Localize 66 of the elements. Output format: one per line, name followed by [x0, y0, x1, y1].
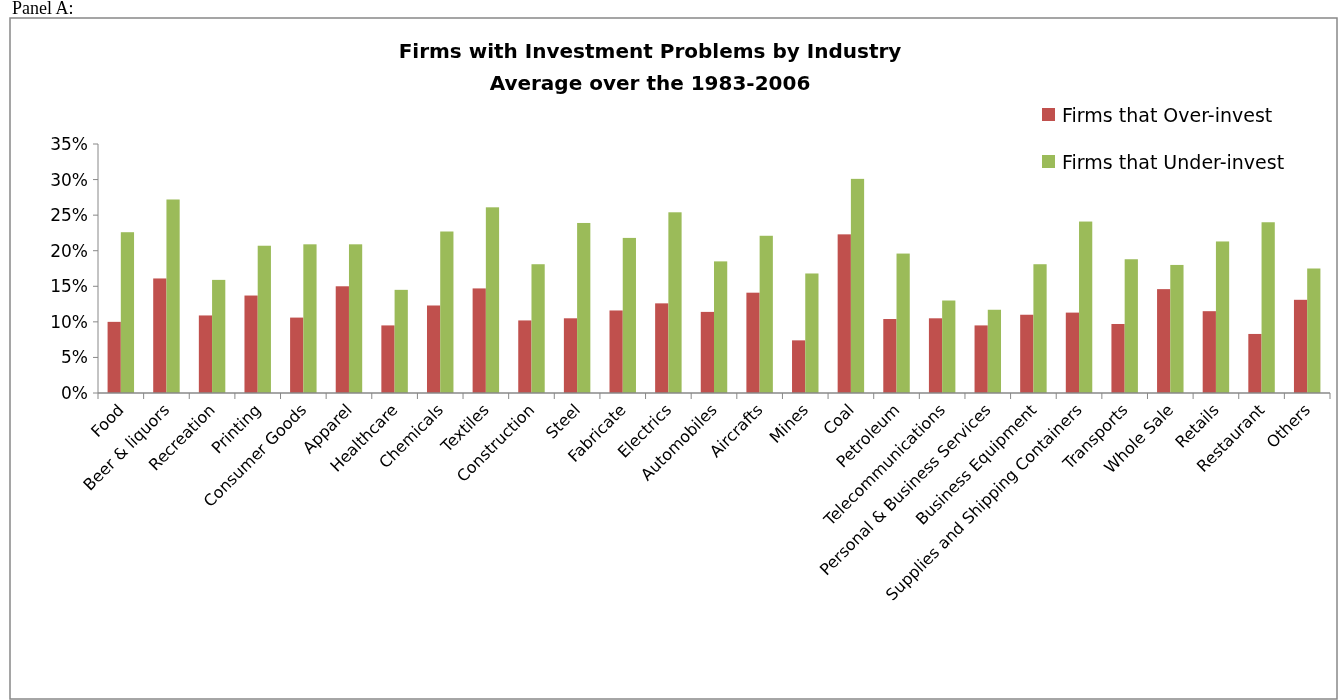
bar: [563, 318, 578, 393]
bar: [746, 292, 760, 393]
bar: [381, 325, 395, 393]
bar: [987, 309, 1002, 393]
bar: [1307, 268, 1321, 393]
bar: [609, 310, 623, 393]
bar: [928, 318, 943, 393]
bar: [714, 261, 728, 393]
bar: [1079, 221, 1093, 393]
legend-label: Firms that Under-invest: [1062, 150, 1285, 173]
y-tick-label: 20%: [50, 240, 88, 261]
bar: [1065, 312, 1080, 393]
chart-title: Firms with Investment Problems by Industry Average over the 1983-2006: [398, 39, 902, 95]
bar: [472, 288, 486, 393]
bar: [1157, 289, 1171, 393]
bar: [1033, 264, 1047, 393]
bar: [335, 286, 349, 393]
text: Panel A:: [12, 0, 74, 18]
y-tick-label: 10%: [50, 311, 88, 332]
bar: [394, 289, 408, 393]
bar: [1215, 241, 1230, 393]
bar: [1020, 314, 1034, 393]
bar: [655, 303, 669, 393]
bar: [622, 237, 636, 393]
bar: [426, 305, 441, 393]
bar: [348, 244, 363, 393]
bar: [805, 273, 819, 393]
bar: [518, 320, 532, 393]
bar: [485, 207, 500, 393]
y-tick-label: 25%: [50, 205, 88, 226]
bar: [290, 317, 304, 393]
bar: [1248, 333, 1262, 393]
bar: [700, 311, 714, 393]
bar: [668, 212, 682, 393]
bar: [531, 264, 545, 393]
y-tick-label: 35%: [50, 133, 88, 154]
bar: [974, 325, 988, 393]
bar: [850, 178, 865, 393]
bar: [303, 244, 317, 393]
bar: [792, 340, 806, 393]
bar: [883, 319, 897, 393]
bar: [1170, 264, 1184, 393]
bar: [153, 278, 167, 393]
y-tick-label: 5%: [61, 347, 88, 368]
bar: [1111, 323, 1125, 393]
y-tick-label: 0%: [61, 382, 88, 403]
y-tick-label: 30%: [50, 169, 88, 190]
bar: [942, 300, 956, 393]
bar: [577, 222, 591, 393]
bar: [837, 234, 851, 393]
bar: [257, 245, 271, 393]
bar: [759, 235, 773, 393]
bar: [212, 279, 226, 393]
bar: [198, 315, 213, 393]
bar: [244, 295, 258, 393]
bar: [1293, 299, 1308, 393]
bar: [1261, 222, 1275, 393]
bar: [440, 231, 454, 393]
bar: [1124, 259, 1138, 393]
y-tick-label: 15%: [50, 276, 88, 297]
bar: [896, 253, 910, 393]
bar: [120, 232, 135, 393]
legend-label: Firms that Over-invest: [1062, 103, 1273, 126]
bar: [1202, 311, 1216, 393]
bar: [107, 321, 121, 393]
bar: [166, 199, 180, 393]
